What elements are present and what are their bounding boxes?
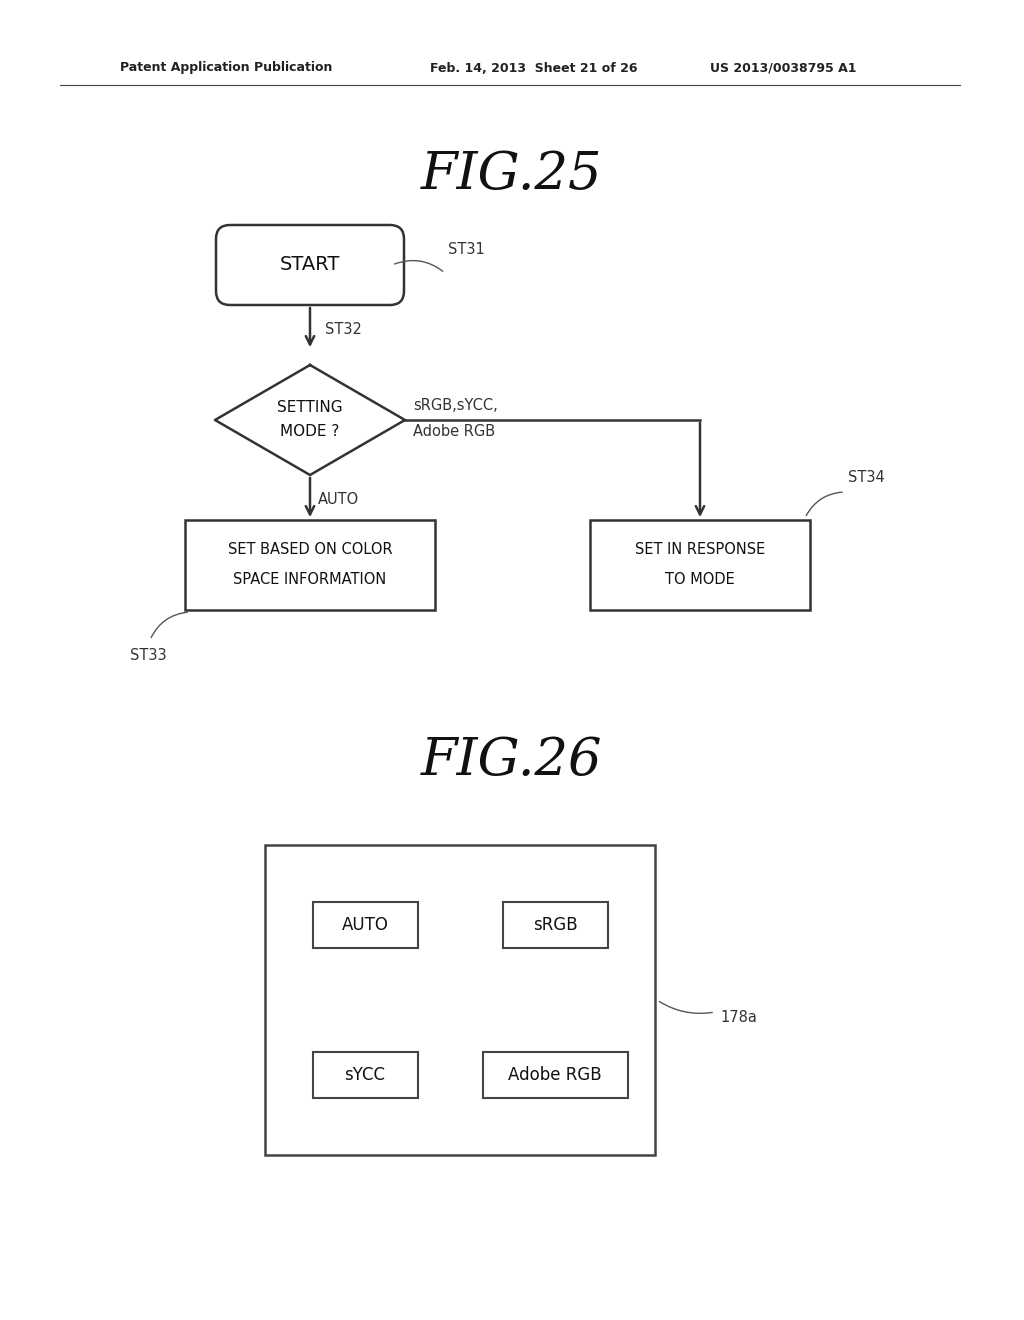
Text: US 2013/0038795 A1: US 2013/0038795 A1	[710, 62, 856, 74]
Text: SET BASED ON COLOR: SET BASED ON COLOR	[227, 543, 392, 557]
Polygon shape	[312, 1052, 418, 1098]
Polygon shape	[185, 520, 435, 610]
Text: ST33: ST33	[130, 648, 167, 663]
Text: AUTO: AUTO	[318, 492, 359, 507]
FancyBboxPatch shape	[216, 224, 404, 305]
Text: ST32: ST32	[325, 322, 361, 338]
Text: FIG.26: FIG.26	[421, 734, 603, 785]
Text: ST34: ST34	[848, 470, 885, 486]
Text: SET IN RESPONSE: SET IN RESPONSE	[635, 543, 765, 557]
Text: ST31: ST31	[449, 243, 484, 257]
Text: SETTING: SETTING	[278, 400, 343, 416]
Polygon shape	[215, 366, 406, 475]
Text: SPACE INFORMATION: SPACE INFORMATION	[233, 573, 387, 587]
Text: Patent Application Publication: Patent Application Publication	[120, 62, 333, 74]
Text: sRGB,sYCC,: sRGB,sYCC,	[413, 397, 498, 412]
Polygon shape	[482, 1052, 628, 1098]
Text: AUTO: AUTO	[342, 916, 388, 935]
Text: START: START	[280, 256, 340, 275]
Text: Adobe RGB: Adobe RGB	[413, 425, 496, 440]
Text: sRGB: sRGB	[532, 916, 578, 935]
Text: Adobe RGB: Adobe RGB	[508, 1067, 602, 1084]
Text: TO MODE: TO MODE	[666, 573, 735, 587]
Polygon shape	[265, 845, 655, 1155]
Text: MODE ?: MODE ?	[281, 425, 340, 440]
Polygon shape	[590, 520, 810, 610]
Text: sYCC: sYCC	[344, 1067, 385, 1084]
Polygon shape	[503, 902, 607, 948]
Text: FIG.25: FIG.25	[421, 149, 603, 201]
Polygon shape	[312, 902, 418, 948]
Text: 178a: 178a	[720, 1011, 757, 1026]
Text: Feb. 14, 2013  Sheet 21 of 26: Feb. 14, 2013 Sheet 21 of 26	[430, 62, 638, 74]
